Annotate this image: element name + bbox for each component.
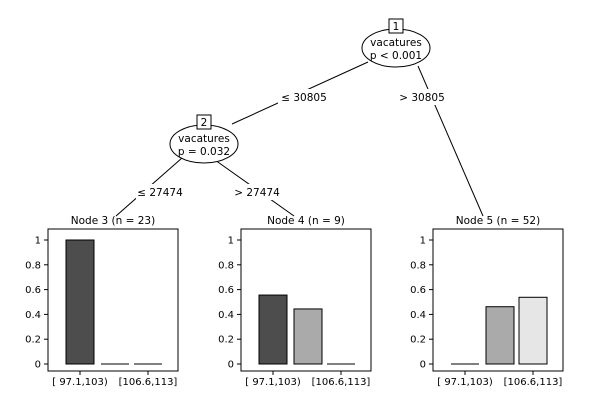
x-tick-label: [ 97.1,103) xyxy=(437,377,493,388)
y-tick-label: 0.4 xyxy=(410,310,426,321)
node-pvalue: p < 0.001 xyxy=(370,50,422,62)
edge-label-1-2: ≤ 30805 xyxy=(281,92,327,104)
edge-label-2-4: > 27474 xyxy=(234,187,280,199)
bar xyxy=(293,308,323,365)
bar xyxy=(518,296,548,365)
node-id-box xyxy=(196,114,212,130)
y-tick-label: 0 xyxy=(228,360,234,371)
bar xyxy=(485,306,515,365)
y-tick-label: 0 xyxy=(35,360,41,371)
terminal-node-title: Node 4 (n = 9) xyxy=(267,215,345,227)
edge-label-2-3: ≤ 27474 xyxy=(137,187,183,199)
y-tick-label: 0.2 xyxy=(25,335,41,346)
node-pvalue: p = 0.032 xyxy=(178,146,230,158)
y-tick-label: 1 xyxy=(420,236,426,247)
x-tick-label: [ 97.1,103) xyxy=(245,377,301,388)
edge-label-1-5: > 30805 xyxy=(399,92,445,104)
x-tick-label: [ 97.1,103) xyxy=(52,377,108,388)
x-tick-label: [106.6,113] xyxy=(119,377,178,388)
node-variable: vacatures xyxy=(178,133,230,145)
y-tick-label: 0.6 xyxy=(410,285,426,296)
node-id: 2 xyxy=(201,117,208,129)
terminal-node-title: Node 5 (n = 52) xyxy=(456,215,540,227)
y-tick-label: 0 xyxy=(420,360,426,371)
edge-labels: ≤ 30805 > 30805 ≤ 27474 > 27474 xyxy=(136,89,448,200)
edge-label-bg xyxy=(396,89,448,105)
y-tick-label: 0.4 xyxy=(218,310,234,321)
y-tick-label: 1 xyxy=(35,236,41,247)
node-id: 1 xyxy=(393,21,400,33)
y-tick-label: 0.8 xyxy=(410,260,426,271)
y-tick-label: 0.8 xyxy=(218,260,234,271)
bar xyxy=(258,294,288,365)
y-tick-label: 0.6 xyxy=(25,285,41,296)
y-tick-label: 0.2 xyxy=(218,335,234,346)
y-tick-label: 0.8 xyxy=(25,260,41,271)
inner-node-2: 2 vacatures p = 0.032 xyxy=(169,114,239,164)
edge-label-bg xyxy=(278,89,330,105)
x-tick-label: [106.6,113] xyxy=(504,377,563,388)
terminal-node-title: Node 3 (n = 23) xyxy=(71,215,155,227)
y-tick-label: 0.6 xyxy=(218,285,234,296)
edge-label-bg xyxy=(232,184,282,200)
x-tick-label: [106.6,113] xyxy=(312,377,371,388)
node-id-box xyxy=(388,18,404,34)
edge-label-bg xyxy=(136,184,186,200)
inner-node-1: 1 vacatures p < 0.001 xyxy=(361,18,431,68)
node-variable: vacatures xyxy=(370,37,422,49)
y-tick-label: 0.4 xyxy=(25,310,41,321)
y-tick-label: 0.2 xyxy=(410,335,426,346)
terminal-panels: Node 3 (n = 23) 0 0.2 0.4 0.6 0.8 1 [ 97.1,103)… xyxy=(25,215,564,388)
bar xyxy=(65,239,95,365)
edge-1-5 xyxy=(417,65,484,217)
y-tick-label: 1 xyxy=(228,236,234,247)
